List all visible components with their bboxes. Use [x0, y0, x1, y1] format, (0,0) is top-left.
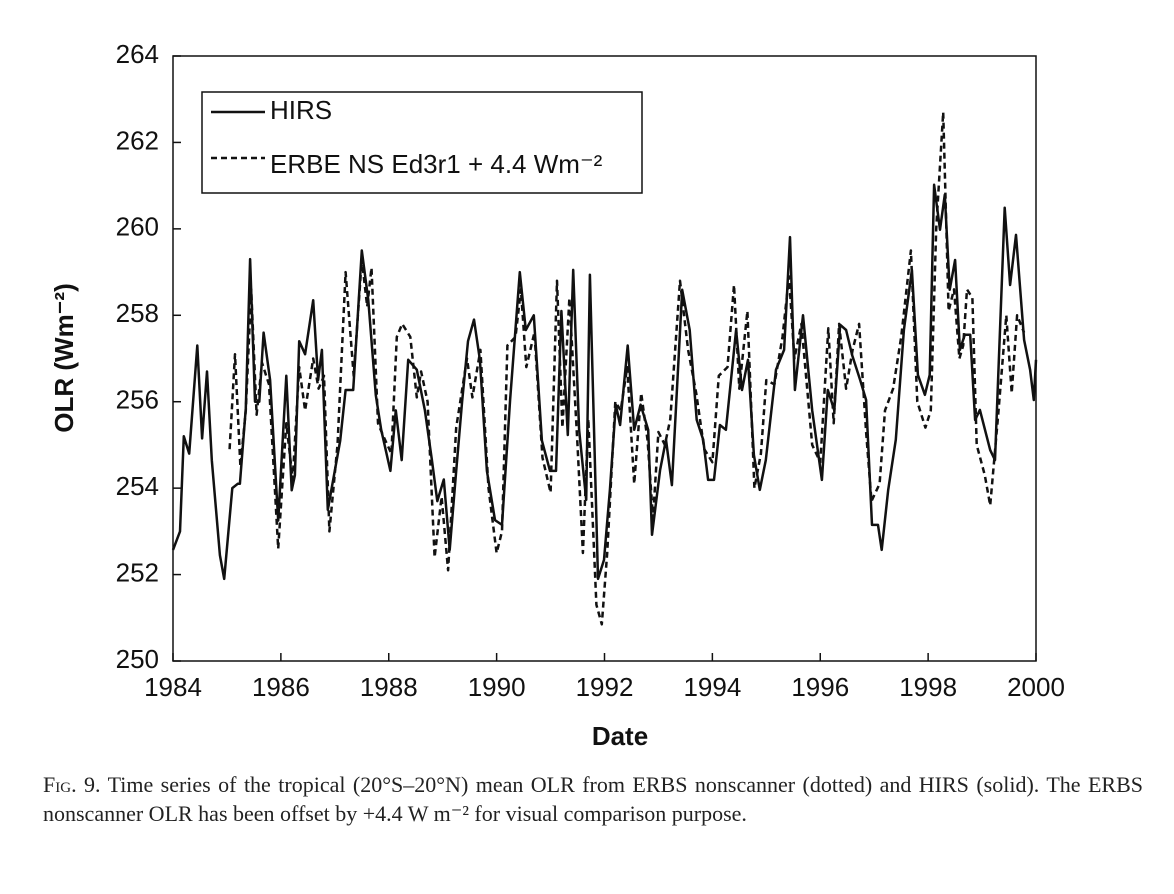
x-tick-label: 1990: [468, 672, 526, 702]
x-tick-label: 2000: [1007, 672, 1065, 702]
x-tick-label: 1988: [360, 672, 418, 702]
y-tick-label: 264: [116, 39, 159, 69]
y-tick-label: 250: [116, 644, 159, 674]
x-tick-label: 1984: [144, 672, 202, 702]
series-line: [228, 110, 1026, 626]
y-tick-label: 254: [116, 471, 159, 501]
y-tick-label: 258: [116, 298, 159, 328]
x-tick-label: 1996: [791, 672, 849, 702]
chart: Date OLR (Wm⁻²) 250 252 254 256 258 260 262 264…: [49, 39, 1065, 751]
x-tick-label: 1994: [683, 672, 741, 702]
y-tick-label: 260: [116, 212, 159, 242]
caption-text: Time series of the tropical (20°S–20°N) …: [43, 772, 1143, 826]
y-tick-label: 262: [116, 125, 159, 155]
legend-label: ERBE NS Ed3r1 + 4.4 Wm⁻²: [270, 149, 603, 179]
y-axis-label: OLR (Wm⁻²): [49, 283, 79, 432]
y-tick-label: 252: [116, 557, 159, 587]
legend-label: HIRS: [270, 95, 332, 125]
x-tick-label: 1986: [252, 672, 310, 702]
y-tick-label: 256: [116, 385, 159, 415]
series-line: [171, 183, 1038, 581]
x-axis-label: Date: [592, 721, 648, 751]
x-tick-label: 1992: [576, 672, 634, 702]
caption: Fig. 9. Time series of the tropical (20°…: [43, 770, 1143, 828]
legend-box: [201, 91, 643, 194]
x-tick-label: 1998: [899, 672, 957, 702]
caption-label: Fig. 9.: [43, 772, 101, 797]
